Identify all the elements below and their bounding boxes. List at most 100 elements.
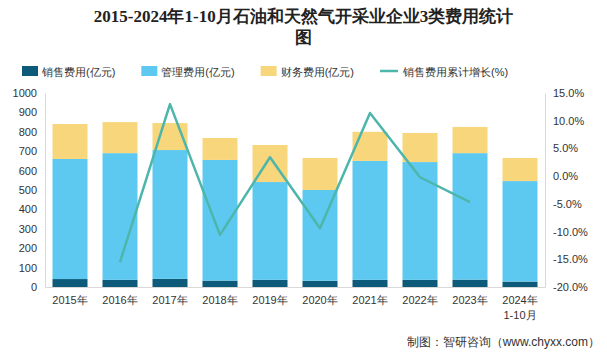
y-axis: 0 100 200 300 400 500 600 700 800 900 1000 [13,87,46,293]
tick: 900 [19,106,45,118]
tick-label: 2018年 [202,294,237,306]
tick-label: 15.0% [553,87,584,99]
y2-axis: -20.0% -15.0% -10.0% -5.0% 0.0% 5.0% 10.0% 15.0… [545,87,588,293]
tick-label-line: 1-10月 [503,309,536,321]
plot-area [53,104,538,287]
axis-line [46,287,546,288]
tick-label: -10.0% [553,226,588,238]
legend-label: 销售费用累计增长(%) [402,66,508,78]
bar-series [53,122,538,190]
bar [453,153,488,279]
tick: 2023年 [452,287,487,306]
legend-label: 管理费用(亿元) [161,66,234,78]
bar [353,280,388,287]
tick: 0.0% [545,170,578,182]
tick: 2016年 [102,287,137,306]
axis-line [45,94,46,288]
tick-label: -20.0% [553,281,588,293]
bar [253,182,288,280]
tick: -10.0% [545,226,588,238]
legend: 销售费用(亿元) 管理费用(亿元) 财务费用(亿元) 销售费用累计增长(%) [22,66,508,78]
bar [453,280,488,287]
tick: 2024年1-10月 [502,287,537,321]
bar [503,282,538,287]
tick: 400 [19,203,45,215]
tick-label: 1000 [13,87,37,99]
tick-label: 2019年 [252,294,287,306]
tick-label: 2024年1-10月 [502,294,537,321]
tick-label: 0.0% [553,170,578,182]
tick: 200 [19,242,45,254]
bar [253,280,288,287]
tick: 2015年 [52,287,87,306]
tick-label: 500 [19,184,37,196]
tick-label: 5.0% [553,142,578,154]
tick: 1000 [13,87,45,99]
bar [403,133,438,162]
bar [203,138,238,160]
bar [153,279,188,287]
tick-label: 0 [31,281,37,293]
bar [203,281,238,287]
tick-label: 400 [19,203,37,215]
tick: 2017年 [152,287,187,306]
legend-swatch [22,66,38,76]
tick-label: 100 [19,262,37,274]
tick: 2018年 [202,287,237,306]
legend-swatch [380,70,398,73]
tick: 300 [19,223,45,235]
legend-item: 销售费用累计增长(%) [380,66,508,78]
bar [53,279,88,287]
bar-series [53,150,538,282]
axis-line [545,94,546,288]
bar [153,150,188,279]
x-axis: 2015年 2016年 2017年 2018年 2019年 2020年 2021年 2022年… [46,287,546,321]
bar [53,124,88,159]
bar [203,160,238,281]
tick: 0 [31,281,45,293]
tick-label: 300 [19,223,37,235]
tick: 800 [19,126,45,138]
tick-label: 2017年 [152,294,187,306]
tick: 2022年 [402,287,437,306]
bar [403,280,438,287]
tick: 700 [19,145,45,157]
tick: -15.0% [545,253,588,265]
bar [53,159,88,279]
tick-label: -5.0% [553,198,582,210]
tick: 2019年 [252,287,287,306]
tick: 10.0% [545,115,584,127]
bar [503,181,538,281]
tick-label: -15.0% [553,253,588,265]
source-note: 制图：智研咨询（www.chyxx.com） [407,335,600,349]
bar [103,280,138,287]
legend-swatch [261,66,277,76]
tick: 15.0% [545,87,584,99]
tick-label: 2021年 [352,294,387,306]
bar [353,161,388,280]
legend-label: 销售费用(亿元) [41,66,115,78]
legend-item: 管理费用(亿元) [141,66,234,78]
legend-item: 销售费用(亿元) [22,66,115,78]
legend-swatch [141,66,157,76]
bar-series [53,279,538,287]
bar [403,162,438,280]
tick-label: 800 [19,126,37,138]
tick: 5.0% [545,142,578,154]
tick-label: 2022年 [402,294,437,306]
chart-title: 2015-2024年1-10月石油和天然气开采业企业3类费用统计图 [86,6,521,48]
tick: 600 [19,165,45,177]
tick-label: 10.0% [553,115,584,127]
legend-item: 财务费用(亿元) [261,66,354,78]
tick-label: 2016年 [102,294,137,306]
tick: 100 [19,262,45,274]
legend-label: 财务费用(亿元) [281,66,354,78]
tick-label: 200 [19,242,37,254]
tick: -20.0% [545,281,588,293]
tick-label: 2020年 [302,294,337,306]
tick: 500 [19,184,45,196]
tick-label: 900 [19,106,37,118]
chart: 0 100 200 300 400 500 600 700 800 900 1000 -20.0% -1… [0,0,607,359]
bar [353,132,388,161]
bar [453,127,488,153]
